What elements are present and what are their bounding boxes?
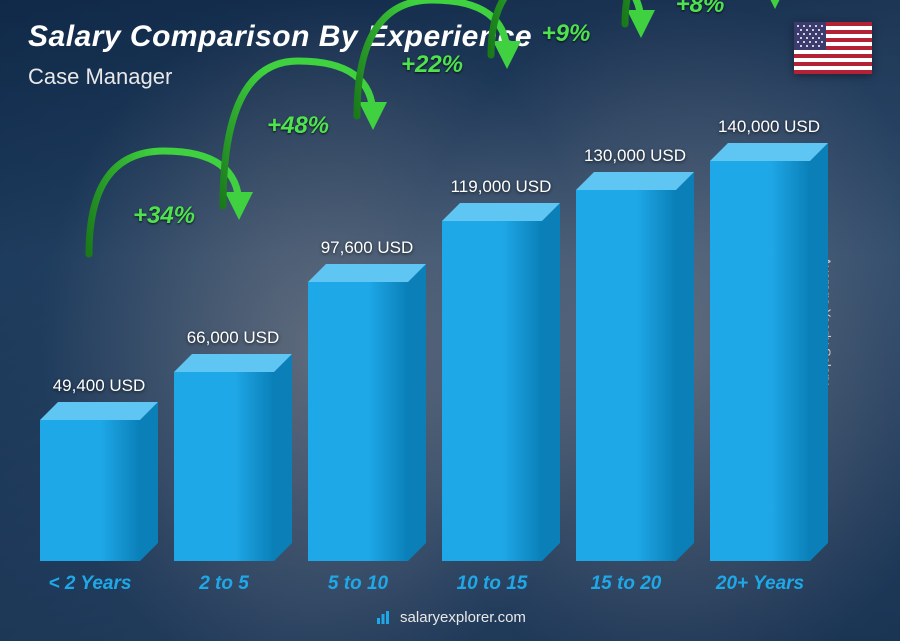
chart-stage: Salary Comparison By Experience Case Man… <box>0 0 900 641</box>
growth-arc <box>89 151 239 254</box>
arcs-layer <box>40 41 844 561</box>
growth-arc <box>223 61 373 206</box>
footer-text: salaryexplorer.com <box>400 609 526 626</box>
logo-icon <box>374 609 392 627</box>
bar-chart: 49,400 USD< 2 Years66,000 USD2 to 597,60… <box>40 120 840 561</box>
growth-arc-label: +8% <box>676 0 725 19</box>
bar-category-label: 20+ Years <box>660 573 860 595</box>
footer: salaryexplorer.com <box>0 609 900 627</box>
